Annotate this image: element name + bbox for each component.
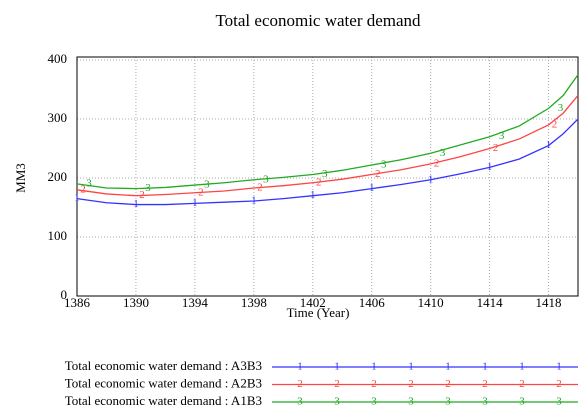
series-marker: 3 bbox=[145, 182, 151, 194]
legend-marker: 3 bbox=[408, 396, 414, 408]
series-marker: 1 bbox=[428, 173, 434, 185]
legend-marker: 1 bbox=[297, 361, 303, 373]
plot-frame bbox=[76, 56, 579, 297]
series-marker: 1 bbox=[74, 192, 80, 204]
series-line bbox=[76, 94, 579, 197]
series-line bbox=[76, 118, 579, 206]
legend-marker: 3 bbox=[482, 396, 488, 408]
legend-marker: 1 bbox=[371, 361, 377, 373]
legend-marker: 2 bbox=[445, 378, 451, 390]
legend-marker: 1 bbox=[482, 361, 488, 373]
series-marker: 2 bbox=[552, 118, 558, 130]
legend-marker: 3 bbox=[556, 396, 562, 408]
legend-marker: 3 bbox=[297, 396, 303, 408]
legend-marker: 1 bbox=[445, 361, 451, 373]
legend-marker: 1 bbox=[556, 361, 562, 373]
legend-marker: 3 bbox=[519, 396, 525, 408]
series-marker: 2 bbox=[80, 183, 86, 195]
legend-marker: 1 bbox=[334, 361, 340, 373]
legend-marker: 2 bbox=[334, 378, 340, 390]
x-tick-label: 1386 bbox=[64, 295, 91, 310]
series-marker: 3 bbox=[499, 130, 505, 142]
series-marker: 1 bbox=[546, 139, 552, 151]
series-marker: 2 bbox=[257, 182, 263, 194]
x-tick-label: 1410 bbox=[418, 295, 444, 310]
legend-marker: 2 bbox=[408, 378, 414, 390]
chart-title: Total economic water demand bbox=[215, 11, 421, 30]
legend-label: Total economic water demand : A2B3 bbox=[65, 375, 262, 390]
x-tick-label: 1394 bbox=[182, 295, 209, 310]
legend-marker: 3 bbox=[445, 396, 451, 408]
series-marker: 2 bbox=[316, 176, 322, 188]
legend-marker: 1 bbox=[519, 361, 525, 373]
x-tick-label: 1390 bbox=[123, 295, 149, 310]
series-marker: 1 bbox=[310, 189, 316, 201]
series-marker: 2 bbox=[434, 157, 440, 169]
legend-marker: 1 bbox=[408, 361, 414, 373]
legend-marker: 2 bbox=[482, 378, 488, 390]
series-marker: 3 bbox=[381, 159, 387, 171]
series-marker: 1 bbox=[251, 195, 257, 207]
series-marker: 1 bbox=[133, 198, 139, 210]
x-tick-label: 1414 bbox=[477, 295, 504, 310]
legend-label: Total economic water demand : A1B3 bbox=[65, 393, 262, 408]
series-marker: 3 bbox=[558, 102, 564, 114]
legend-marker: 2 bbox=[556, 378, 562, 390]
legend-label: Total economic water demand : A3B3 bbox=[65, 358, 262, 373]
legend-marker: 2 bbox=[519, 378, 525, 390]
series-marker: 3 bbox=[440, 147, 446, 159]
x-tick-label: 1398 bbox=[241, 295, 267, 310]
x-axis-label: Time (Year) bbox=[287, 305, 350, 320]
series-marker: 1 bbox=[487, 161, 493, 173]
legend-marker: 2 bbox=[297, 378, 303, 390]
series-line bbox=[76, 74, 579, 190]
y-tick-label: 200 bbox=[48, 169, 68, 184]
x-tick-label: 1402 bbox=[300, 295, 326, 310]
series-marker: 2 bbox=[493, 142, 499, 154]
series-marker: 3 bbox=[263, 173, 269, 185]
y-tick-label: 100 bbox=[48, 228, 68, 243]
y-tick-label: 0 bbox=[61, 287, 68, 302]
series-marker: 1 bbox=[369, 182, 375, 194]
y-axis-label: MM3 bbox=[13, 163, 28, 193]
x-tick-label: 1406 bbox=[359, 295, 386, 310]
legend-marker: 3 bbox=[334, 396, 340, 408]
y-tick-label: 400 bbox=[48, 51, 68, 66]
legend-marker: 3 bbox=[371, 396, 377, 408]
series-marker: 3 bbox=[322, 168, 328, 180]
legend-marker: 2 bbox=[371, 378, 377, 390]
series-marker: 2 bbox=[139, 189, 145, 201]
series-marker: 2 bbox=[198, 186, 204, 198]
x-tick-label: 1418 bbox=[536, 295, 562, 310]
series-marker: 1 bbox=[192, 197, 198, 209]
series-marker: 3 bbox=[86, 177, 92, 189]
series-marker: 2 bbox=[375, 168, 381, 180]
y-tick-label: 300 bbox=[48, 110, 68, 125]
series-marker: 3 bbox=[204, 179, 210, 191]
